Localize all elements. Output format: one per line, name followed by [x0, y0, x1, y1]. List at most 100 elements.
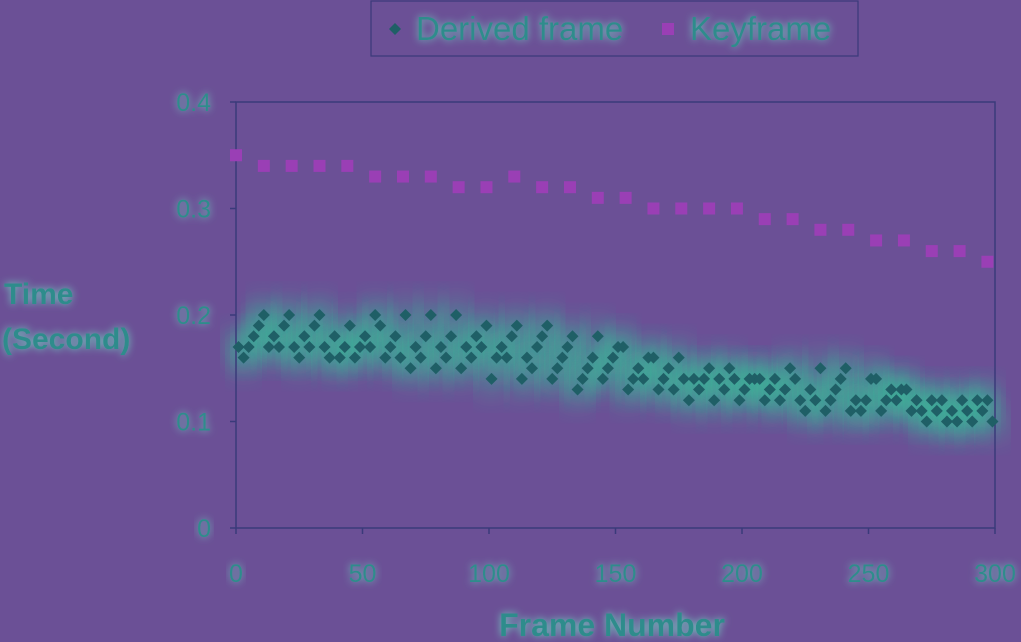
- derived-frame-point: [890, 394, 903, 407]
- derived-frame-point: [677, 372, 690, 385]
- derived-frame-point: [925, 394, 938, 407]
- derived-frame-point: [515, 372, 528, 385]
- derived-frame-point: [353, 340, 366, 353]
- derived-frame-point: [288, 340, 301, 353]
- derived-frame-point: [632, 362, 645, 375]
- x-tick-label: 0: [229, 560, 243, 588]
- y-axis: 0 0.1 0.2 0.3 0.4: [176, 89, 236, 543]
- derived-frame-point: [606, 351, 619, 364]
- derived-frame-point: [713, 372, 726, 385]
- derived-frame-point: [470, 330, 483, 343]
- derived-frame-point: [920, 415, 933, 428]
- derived-frame-point: [682, 394, 695, 407]
- derived-frame-point: [956, 394, 969, 407]
- derived-frame-point: [875, 404, 888, 417]
- x-tick-label: 250: [848, 560, 890, 588]
- derived-frame-point: [789, 372, 802, 385]
- derived-frame-point: [247, 330, 260, 343]
- derived-frame-point: [232, 340, 245, 353]
- y-tick-label: 0.3: [176, 196, 211, 224]
- derived-frame-point: [480, 319, 493, 332]
- keyframe-point: [897, 234, 910, 247]
- keyframe-point: [814, 223, 827, 236]
- derived-frame-point: [531, 340, 544, 353]
- legend-derived-label: Derived frame: [416, 10, 623, 47]
- keyframe-point: [424, 170, 437, 183]
- derived-frame-point: [450, 309, 463, 321]
- derived-frame-point: [536, 330, 549, 343]
- derived-frame-point: [829, 383, 842, 396]
- derived-frame-point: [455, 362, 468, 375]
- derived-frame-point: [394, 351, 407, 364]
- y-tick-label: 0: [197, 515, 211, 543]
- y-axis-title-line1: Time: [4, 278, 73, 311]
- legend-keyframe-label: Keyframe: [690, 10, 831, 47]
- derived-frame-point: [804, 383, 817, 396]
- derived-frame-point: [779, 383, 792, 396]
- derived-frame-point: [399, 309, 412, 321]
- derived-frame-point: [359, 330, 372, 343]
- keyframe-point: [953, 245, 966, 258]
- x-tick-label: 150: [595, 560, 637, 588]
- derived-frame-point: [237, 351, 250, 364]
- derived-frame-point: [475, 340, 488, 353]
- derived-frame-point: [505, 330, 518, 343]
- legend-keyframe-marker: [662, 23, 674, 35]
- derived-frame-point: [859, 394, 872, 407]
- keyframe-point: [619, 191, 632, 204]
- derived-frame-point: [586, 351, 599, 364]
- derived-frame-point: [657, 372, 670, 385]
- y-tick-label: 0.1: [176, 409, 211, 437]
- keyframe-point: [981, 255, 994, 268]
- derived-frame-point: [844, 404, 857, 417]
- keyframe-point: [230, 149, 242, 162]
- derived-frame-point: [551, 362, 564, 375]
- x-tick-label: 100: [468, 560, 510, 588]
- derived-frame-point: [328, 330, 341, 343]
- derived-frame-point: [424, 309, 437, 321]
- x-tick-label: 300: [974, 560, 1016, 588]
- derived-frame-point: [242, 340, 255, 353]
- derived-frame-point: [981, 394, 994, 407]
- derived-frame-point: [333, 351, 346, 364]
- derived-frame-point: [794, 394, 807, 407]
- keyframe-point: [730, 202, 743, 215]
- keyframe-point: [341, 159, 354, 172]
- derived-frame-point: [905, 404, 918, 417]
- derived-frame-point: [338, 340, 351, 353]
- derived-frame-point: [971, 394, 984, 407]
- derived-frame-point: [520, 351, 533, 364]
- keyframe-point: [480, 181, 493, 194]
- derived-frame-point: [379, 351, 392, 364]
- derived-frame-point: [733, 394, 746, 407]
- derived-frame-point: [687, 372, 700, 385]
- derived-frame-point: [718, 383, 731, 396]
- derived-frame-point: [849, 394, 862, 407]
- derived-frame-point: [439, 351, 452, 364]
- derived-frame-point: [308, 319, 321, 332]
- y-tick-label: 0.2: [176, 302, 211, 330]
- keyframe-point: [591, 191, 604, 204]
- derived-frame-point: [409, 340, 422, 353]
- derived-frame-point: [986, 415, 999, 428]
- derived-frame-point: [708, 394, 721, 407]
- derived-frame-point: [298, 330, 311, 343]
- derived-frame-point: [692, 383, 705, 396]
- derived-frame-point: [839, 362, 852, 375]
- derived-frame-point: [940, 415, 953, 428]
- derived-frame-point: [935, 394, 948, 407]
- legend-border: [370, 0, 859, 57]
- derived-frame-point: [384, 340, 397, 353]
- keyframe-point: [647, 202, 660, 215]
- derived-frame-point: [961, 404, 974, 417]
- derived-frame-point: [252, 319, 265, 332]
- keyframe-point: [758, 213, 771, 226]
- derived-frame-point: [814, 362, 827, 375]
- derived-frame-point: [753, 372, 766, 385]
- derived-frame-point: [404, 362, 417, 375]
- derived-frame-point: [915, 404, 928, 417]
- derived-frame-point: [910, 394, 923, 407]
- derived-frame-point: [784, 362, 797, 375]
- derived-frame-point: [601, 362, 614, 375]
- derived-frame-point: [758, 394, 771, 407]
